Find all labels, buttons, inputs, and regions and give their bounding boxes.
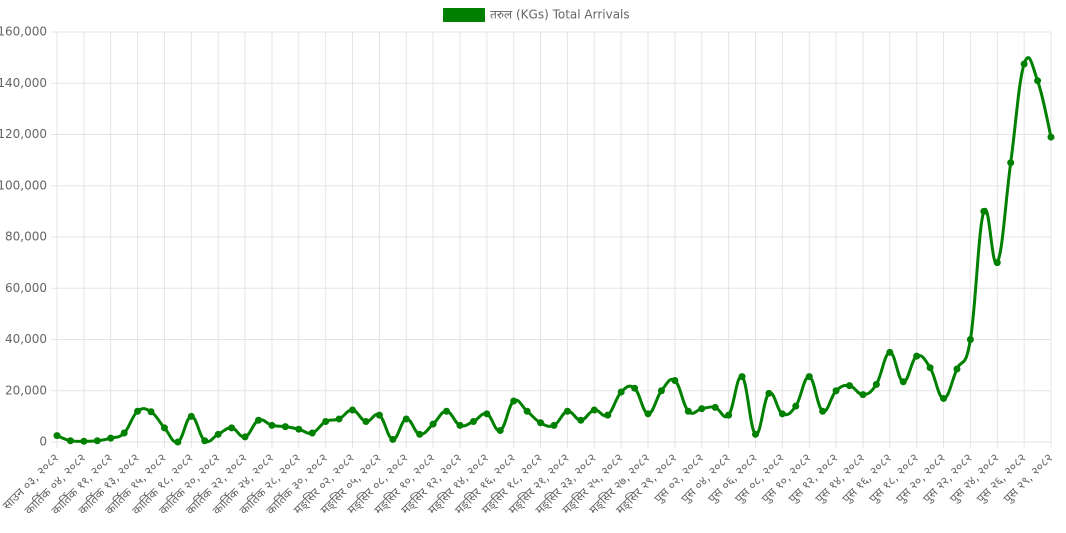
y-tick-label: 80,000: [5, 230, 47, 244]
point: [725, 411, 733, 419]
point: [940, 394, 948, 402]
point: [913, 352, 921, 360]
point: [778, 410, 786, 418]
y-tick-label: 60,000: [5, 281, 47, 295]
point: [537, 419, 545, 427]
point: [993, 259, 1001, 267]
point: [174, 438, 182, 446]
point: [738, 373, 746, 381]
point: [201, 437, 209, 445]
point: [550, 421, 558, 429]
point: [859, 391, 867, 399]
point: [617, 388, 625, 396]
point: [214, 430, 222, 438]
point: [93, 437, 101, 445]
point: [684, 407, 692, 415]
point: [80, 437, 88, 445]
point: [228, 424, 236, 432]
point: [590, 406, 598, 414]
point: [335, 415, 343, 423]
point: [1047, 133, 1055, 141]
y-tick-label: 160,000: [0, 25, 47, 39]
point: [872, 380, 880, 388]
point: [241, 433, 249, 441]
point: [846, 382, 854, 390]
point: [751, 430, 759, 438]
point: [160, 424, 168, 432]
point: [120, 429, 128, 437]
point: [805, 373, 813, 381]
point: [362, 418, 370, 425]
point: [698, 405, 706, 413]
point: [349, 406, 357, 414]
point: [926, 364, 934, 372]
point: [147, 408, 155, 416]
legend-swatch: [443, 8, 485, 22]
y-tick-label: 140,000: [0, 76, 47, 90]
point: [563, 407, 571, 415]
point: [644, 410, 652, 418]
point: [980, 207, 988, 215]
point: [322, 418, 330, 425]
point: [443, 407, 451, 415]
point: [295, 425, 303, 433]
point: [523, 407, 531, 415]
point: [1034, 77, 1042, 85]
point: [416, 430, 424, 438]
point: [107, 434, 115, 442]
point: [187, 412, 195, 420]
point: [254, 416, 262, 424]
legend-label: तरुल (KGs) Total Arrivals: [490, 8, 630, 22]
point: [134, 407, 142, 415]
point: [819, 407, 827, 415]
point: [711, 403, 719, 411]
point: [53, 432, 61, 440]
point: [456, 421, 464, 429]
point: [577, 416, 585, 424]
point: [510, 397, 518, 405]
point: [765, 389, 773, 397]
point: [631, 384, 639, 392]
point: [671, 377, 679, 384]
point: [469, 418, 477, 425]
point: [604, 411, 612, 419]
point: [308, 429, 316, 437]
point: [886, 348, 894, 356]
point: [496, 426, 504, 434]
y-tick-label: 40,000: [5, 332, 47, 346]
point: [66, 437, 74, 445]
point: [1020, 60, 1028, 68]
point: [832, 387, 840, 395]
point: [429, 420, 437, 428]
y-tick-label: 100,000: [0, 178, 47, 192]
point: [966, 336, 974, 343]
point: [389, 435, 397, 443]
point: [268, 421, 276, 429]
point: [281, 423, 289, 431]
point: [402, 415, 410, 423]
y-tick-label: 120,000: [0, 127, 47, 141]
y-tick-label: 0: [39, 435, 47, 449]
point: [792, 402, 800, 410]
point: [483, 410, 491, 418]
line: [56, 56, 1053, 444]
point: [375, 411, 383, 419]
point: [953, 365, 961, 373]
point: [657, 387, 665, 395]
point: [899, 378, 907, 386]
y-tick-label: 20,000: [5, 383, 47, 397]
point: [1007, 159, 1015, 167]
